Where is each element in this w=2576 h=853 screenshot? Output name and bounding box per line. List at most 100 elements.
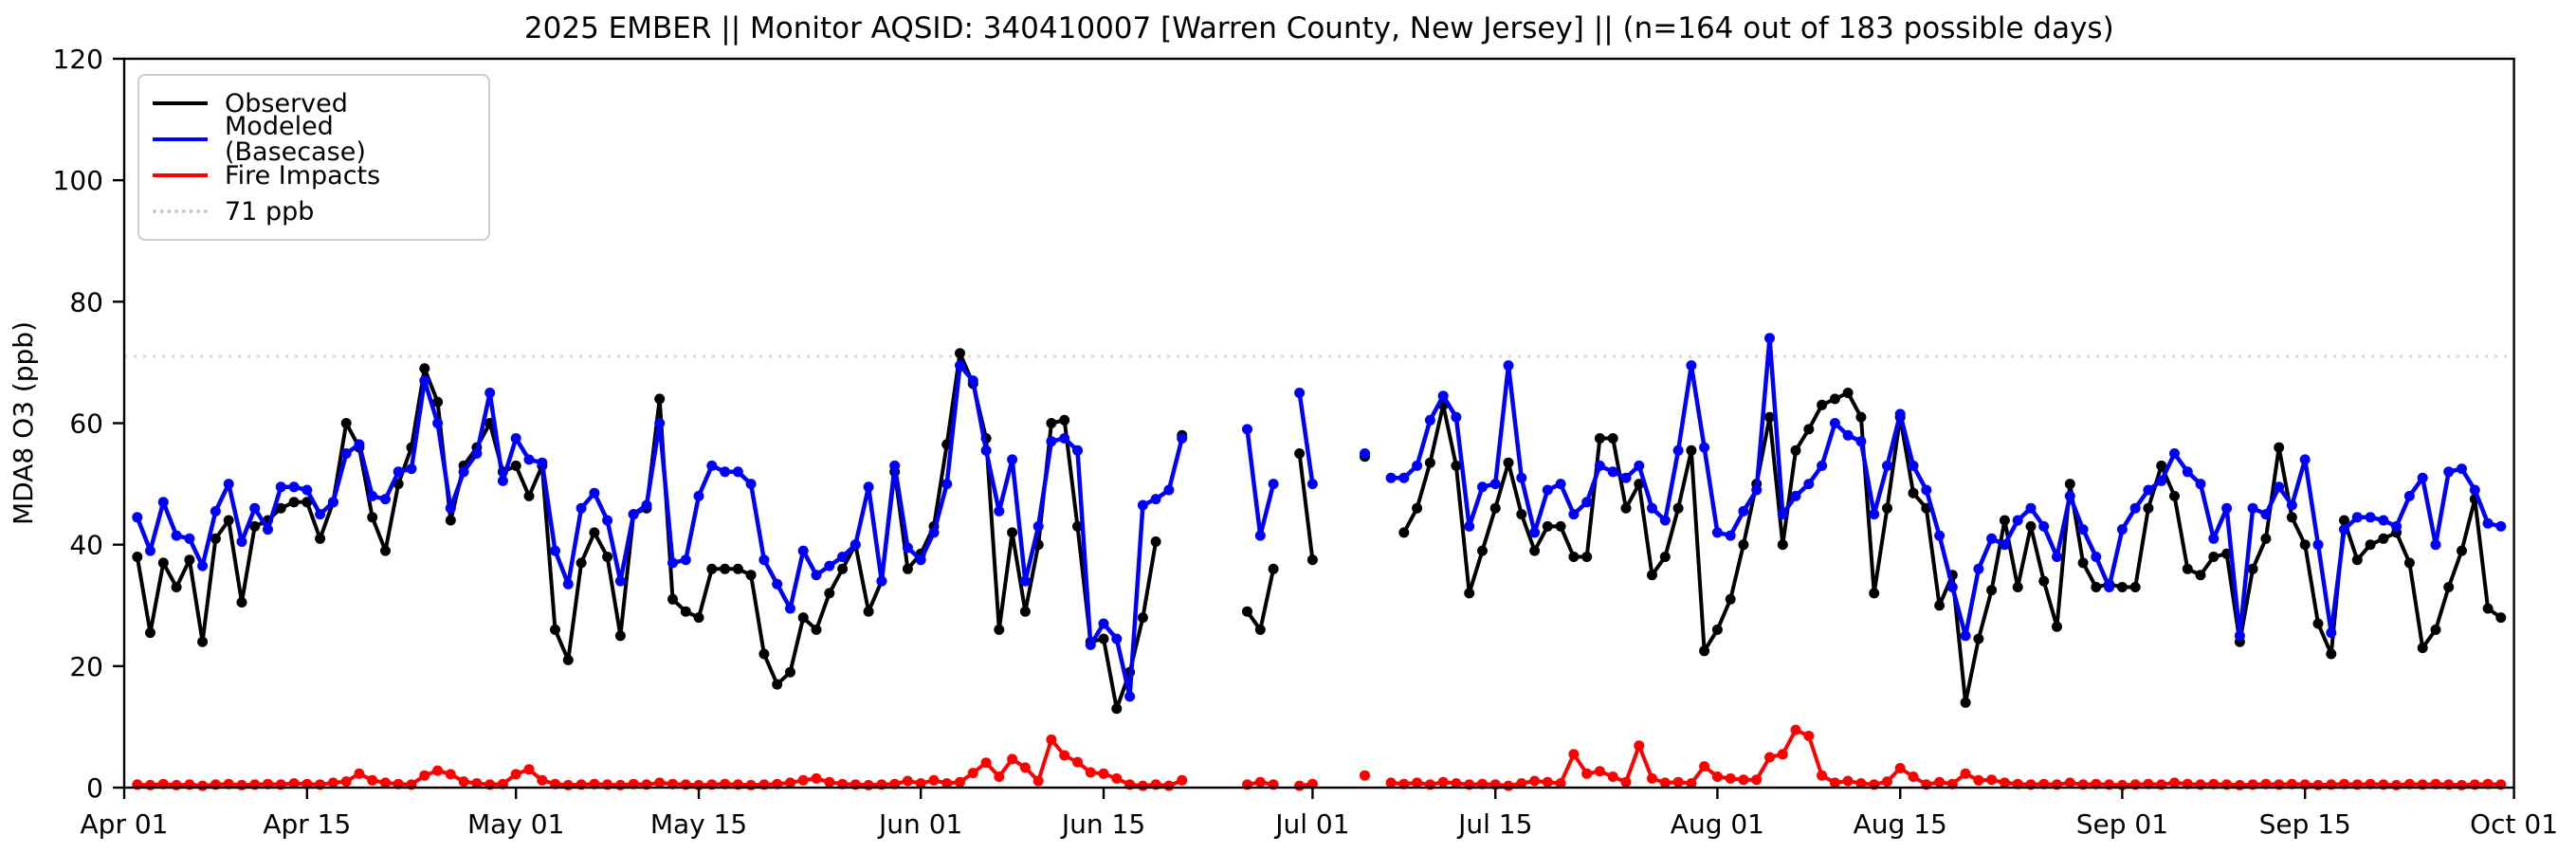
modeled-basecase--marker <box>2091 552 2102 562</box>
observed-marker <box>1764 411 1775 423</box>
observed-marker <box>1855 411 1867 423</box>
modeled-basecase--marker <box>1829 418 1840 428</box>
observed-marker <box>589 527 600 538</box>
modeled-basecase--marker <box>589 487 600 499</box>
modeled-basecase--marker <box>1489 479 1501 490</box>
modeled-basecase--marker <box>2403 490 2415 501</box>
modeled-basecase--marker <box>236 536 247 547</box>
observed-marker <box>2299 539 2311 551</box>
modeled-basecase--marker <box>680 554 691 566</box>
modeled-basecase--marker <box>1568 509 1580 520</box>
fire-impacts-marker <box>863 779 874 790</box>
observed-marker <box>1516 509 1527 520</box>
observed-marker <box>2038 575 2050 587</box>
modeled-basecase--marker <box>2221 502 2233 514</box>
modeled-basecase--marker <box>2312 539 2324 551</box>
observed-marker <box>2312 618 2324 629</box>
fire-impacts-marker <box>1842 775 1854 787</box>
modeled-basecase--marker <box>941 479 953 490</box>
modeled-basecase--marker <box>667 557 678 569</box>
fire-impacts-marker <box>327 777 338 789</box>
modeled-basecase--marker <box>1659 515 1671 526</box>
observed-marker <box>2064 479 2075 490</box>
modeled-basecase--marker <box>2156 475 2167 486</box>
fire-impacts-marker <box>197 780 209 791</box>
observed-marker <box>2025 520 2037 532</box>
modeled-basecase--marker <box>1437 390 1449 402</box>
fire-impacts-marker <box>2457 779 2467 790</box>
fire-impacts-marker <box>1672 776 1684 788</box>
modeled-basecase--marker <box>197 560 209 572</box>
modeled-basecase--marker <box>2260 509 2272 520</box>
modeled-basecase--marker <box>2443 466 2455 478</box>
modeled-basecase--marker <box>2052 552 2062 562</box>
modeled-basecase--marker <box>1046 436 1057 447</box>
fire-impacts-marker <box>367 774 378 786</box>
modeled-basecase--marker <box>419 375 430 387</box>
modeled-basecase--marker <box>1764 333 1775 344</box>
modeled-basecase--marker <box>967 375 978 387</box>
fire-impacts-marker <box>811 772 822 784</box>
observed-marker <box>1842 388 1854 398</box>
modeled-basecase--marker <box>641 499 652 511</box>
modeled-basecase--marker <box>1817 460 1828 471</box>
observed-marker <box>1268 563 1279 574</box>
x-tick-label: May 15 <box>650 808 747 840</box>
modeled-basecase--marker <box>367 490 378 501</box>
fire-impacts-marker <box>2064 777 2075 789</box>
observed-marker <box>2339 515 2349 526</box>
modeled-basecase--marker <box>745 479 757 490</box>
fire-impacts-marker <box>1777 749 1788 760</box>
modeled-basecase--marker <box>1098 618 1109 629</box>
observed-marker <box>2260 533 2272 544</box>
fire-impacts-marker <box>1032 775 1044 787</box>
x-tick-label: Sep 15 <box>2259 808 2351 840</box>
observed-marker <box>1503 457 1514 468</box>
y-tick-label: 100 <box>53 165 103 196</box>
modeled-basecase--marker <box>1137 499 1148 511</box>
fire-impacts-marker <box>654 777 666 789</box>
observed-marker <box>667 593 678 605</box>
observed-marker <box>1738 539 1749 551</box>
observed-marker <box>1242 606 1252 617</box>
modeled-basecase--marker <box>1581 497 1593 508</box>
modeled-basecase--marker <box>2182 466 2193 478</box>
modeled-basecase--marker <box>562 578 574 590</box>
modeled-basecase--marker <box>1254 530 1266 541</box>
fire-impacts-line <box>137 728 2501 789</box>
modeled-basecase--marker <box>145 545 155 556</box>
modeled-basecase--marker <box>1699 442 1710 453</box>
observed-marker <box>863 606 874 617</box>
observed-marker <box>1398 527 1410 538</box>
x-tick-label: Jun 01 <box>877 808 962 840</box>
observed-marker <box>2430 624 2441 635</box>
modeled-basecase--marker <box>2274 481 2285 493</box>
modeled-basecase--marker <box>1163 484 1175 496</box>
modeled-basecase--marker <box>1986 533 1998 544</box>
x-tick-label: Apr 01 <box>81 808 169 840</box>
fire-impacts-marker <box>1829 777 1840 789</box>
observed-marker <box>2274 442 2285 453</box>
observed-marker <box>1686 445 1697 456</box>
modeled-basecase--marker <box>1360 448 1370 459</box>
observed-marker <box>562 654 574 665</box>
fire-impacts-marker <box>1764 752 1775 763</box>
observed-marker <box>1986 585 1998 596</box>
modeled-basecase--marker <box>902 542 913 554</box>
modeled-basecase--marker <box>1634 460 1645 471</box>
fire-impacts-marker <box>1529 775 1541 787</box>
modeled-basecase--marker <box>1803 479 1815 490</box>
modeled-basecase--marker <box>2430 539 2441 551</box>
observed-marker <box>1934 600 1946 611</box>
observed-marker <box>693 612 704 624</box>
modeled-basecase--marker <box>1686 360 1697 372</box>
modeled-basecase--marker <box>2299 454 2311 465</box>
modeled-basecase--marker <box>537 457 548 468</box>
y-tick-label: 60 <box>69 408 103 440</box>
modeled-basecase--marker <box>772 578 783 590</box>
fire-impacts-marker <box>1007 753 1018 765</box>
modeled-basecase--marker <box>1464 520 1475 532</box>
modeled-basecase--marker <box>523 454 535 465</box>
fire-impacts-marker <box>145 779 155 790</box>
modeled-basecase--marker <box>1711 527 1723 538</box>
